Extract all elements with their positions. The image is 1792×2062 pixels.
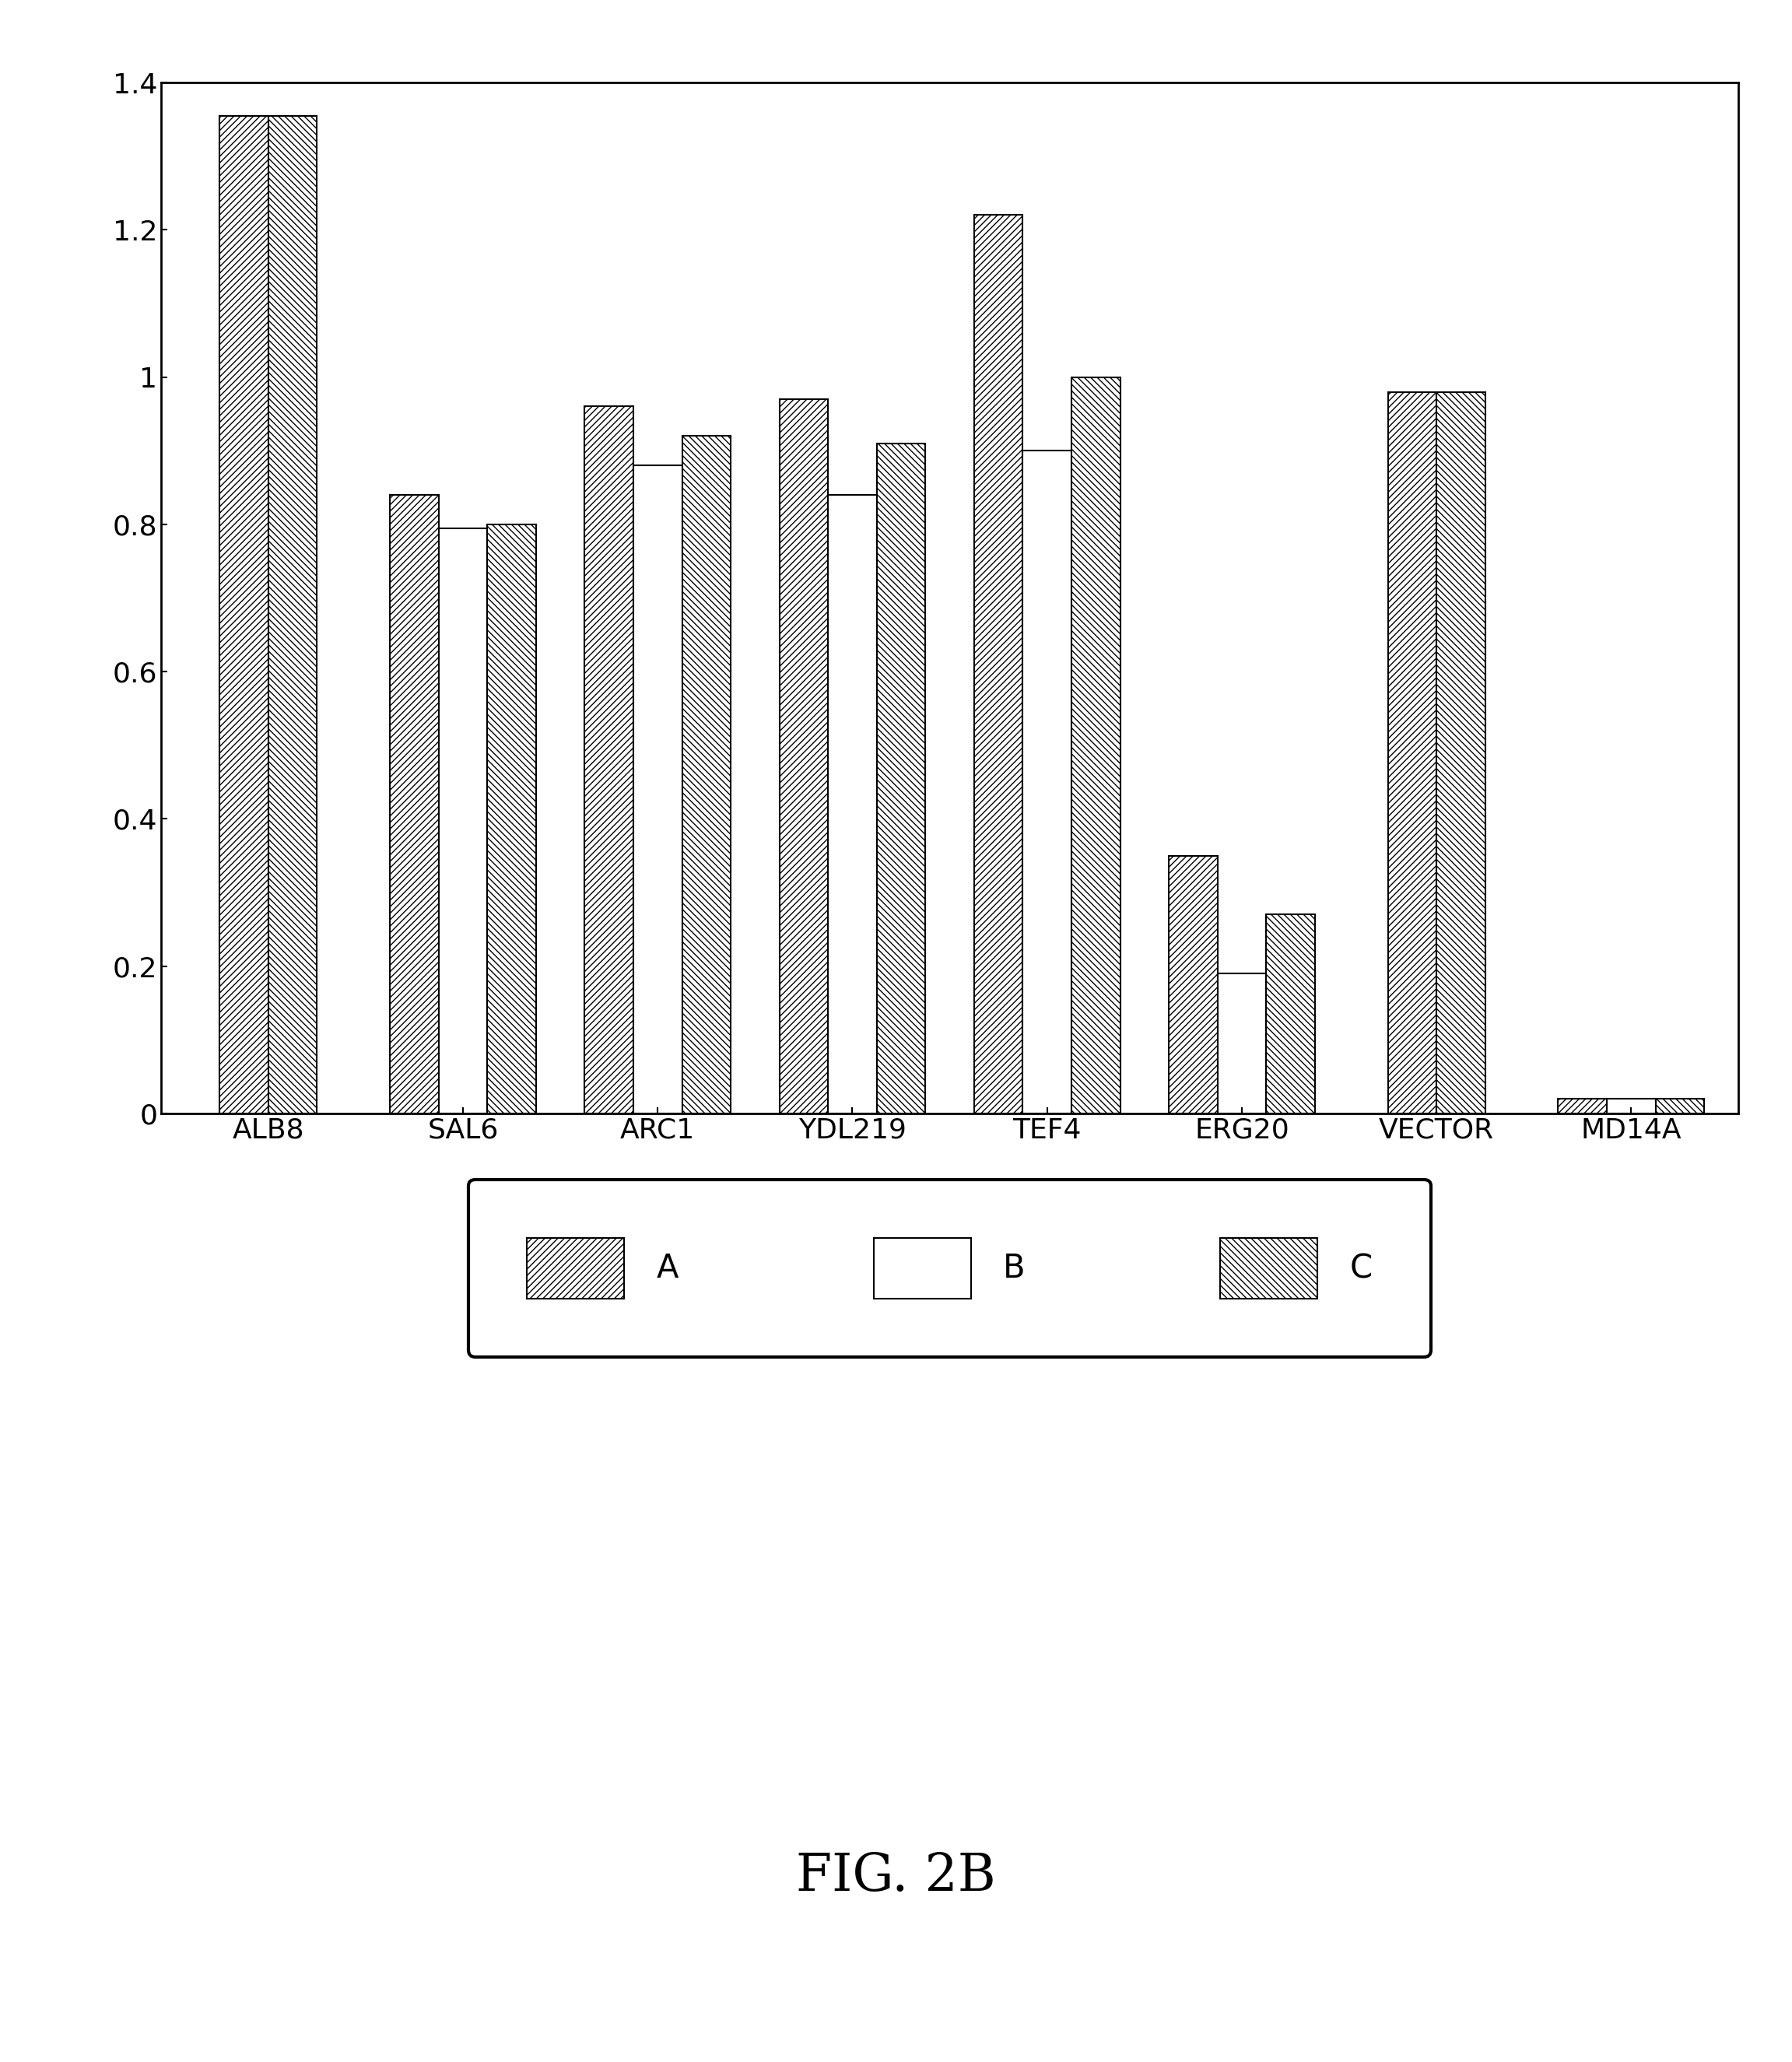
Bar	[975, 214, 1023, 1113]
Bar	[269, 115, 317, 1113]
Bar	[1267, 916, 1315, 1113]
Bar	[1023, 452, 1072, 1113]
Bar	[876, 443, 925, 1113]
Bar	[1072, 377, 1120, 1113]
Bar	[1607, 1099, 1656, 1113]
Bar	[1437, 392, 1486, 1113]
Bar	[1387, 392, 1437, 1113]
Bar	[1559, 1099, 1607, 1113]
Legend: A, B, C: A, B, C	[470, 1179, 1430, 1357]
Bar	[1217, 973, 1267, 1113]
Bar	[391, 495, 439, 1113]
Bar	[439, 528, 487, 1113]
Bar	[487, 524, 536, 1113]
Bar	[683, 435, 731, 1113]
Bar	[1656, 1099, 1704, 1113]
Bar	[780, 400, 828, 1113]
Bar	[633, 466, 683, 1113]
Bar	[220, 115, 269, 1113]
Bar	[1168, 856, 1217, 1113]
Bar	[828, 495, 876, 1113]
Bar	[584, 406, 633, 1113]
Text: FIG. 2B: FIG. 2B	[796, 1852, 996, 1901]
